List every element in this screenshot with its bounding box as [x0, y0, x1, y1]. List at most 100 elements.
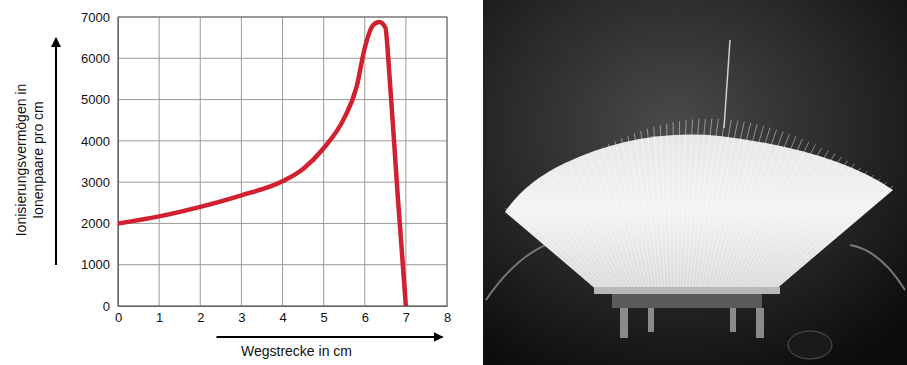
- track-ray: [722, 129, 777, 290]
- y-axis: 0 1000 2000 3000 4000 5000 6000 7000: [81, 10, 118, 314]
- track-ray: [615, 141, 648, 290]
- x-tick-label: 4: [279, 310, 286, 325]
- track-ray: [689, 119, 706, 290]
- photo: [483, 0, 907, 365]
- y-tick-label: 5000: [81, 92, 110, 107]
- y-tick: 1000: [81, 257, 118, 272]
- grid-line-x: [282, 17, 283, 306]
- track-ray: [667, 123, 672, 290]
- track-ray: [647, 129, 662, 290]
- y-axis-title-line: Ionisierungsvermögen in: [13, 84, 29, 237]
- x-tick: 5: [321, 306, 328, 325]
- track-ray: [775, 186, 893, 290]
- grid-line-x: [241, 17, 242, 306]
- chart: 01234567801000200030004000500060007000We…: [13, 10, 451, 359]
- photo-background: [483, 0, 907, 365]
- track-ray: [745, 151, 828, 290]
- track-ray: [707, 122, 745, 290]
- track-ray: [704, 121, 738, 290]
- y-tick-label: 1000: [81, 257, 110, 272]
- y-tick-label: 3000: [81, 175, 110, 190]
- x-tick-label: 7: [403, 310, 410, 325]
- track-ray: [550, 177, 618, 290]
- y-tick: 0: [103, 299, 118, 314]
- track-ray: [748, 154, 835, 290]
- y-tick: 4000: [81, 134, 118, 149]
- x-tick-label: 2: [197, 310, 204, 325]
- grid: [118, 17, 447, 306]
- track-ray: [772, 182, 887, 290]
- x-axis-line: [119, 306, 448, 307]
- y-tick: 5000: [81, 92, 118, 107]
- track-ray: [576, 161, 630, 290]
- grid-line-x: [159, 17, 160, 306]
- track-ray: [628, 136, 654, 290]
- track-rays: [505, 119, 893, 290]
- track-ray: [739, 145, 815, 290]
- x-tick-label: 5: [321, 310, 328, 325]
- chamber-part: [788, 331, 832, 359]
- track-ray: [725, 132, 784, 290]
- y-tick-label: 4000: [81, 134, 110, 149]
- y-tick-label: 7000: [81, 10, 110, 25]
- x-tick: 4: [279, 306, 286, 325]
- grid-line-y: [118, 140, 447, 141]
- holder-leg: [730, 308, 736, 332]
- grid-line-y: [118, 58, 447, 59]
- track-ray: [505, 208, 597, 290]
- grid-line-x: [364, 17, 365, 306]
- track-ray: [524, 195, 606, 290]
- y-axis-line: [118, 18, 119, 307]
- x-axis-arrow: [217, 336, 443, 338]
- track-ray: [766, 175, 874, 290]
- track-ray: [760, 168, 861, 290]
- source-holder: [612, 294, 762, 308]
- track-ray: [769, 179, 880, 290]
- y-tick-label: 0: [103, 299, 110, 314]
- x-tick: 6: [362, 306, 369, 325]
- track-ray: [713, 124, 758, 290]
- x-tick: 7: [403, 306, 410, 325]
- grid-line-y: [118, 264, 447, 265]
- track-ray: [757, 164, 854, 290]
- x-tick-label: 0: [115, 310, 122, 325]
- data-line: [118, 22, 406, 306]
- track-ray: [673, 122, 674, 290]
- y-tick: 7000: [81, 10, 118, 25]
- plot-frame: [118, 17, 447, 306]
- grid-line-x: [323, 17, 324, 306]
- x-tick: 2: [197, 306, 204, 325]
- holder-leg: [756, 308, 764, 338]
- grid-line-y: [118, 99, 447, 100]
- grid-line-x: [405, 17, 406, 306]
- grid-line-x: [200, 17, 201, 306]
- y-tick: 2000: [81, 216, 118, 231]
- y-tick-label: 2000: [81, 216, 110, 231]
- x-tick: 0: [115, 306, 122, 325]
- track-fan: [505, 135, 893, 290]
- holder-leg: [648, 308, 654, 332]
- track-ray: [677, 121, 680, 290]
- x-tick-label: 6: [362, 310, 369, 325]
- y-axis-title-line: Ionenpaare pro cm: [30, 101, 46, 219]
- y-tick: 3000: [81, 175, 118, 190]
- stray-track: [724, 40, 730, 128]
- x-axis: 012345678: [115, 306, 451, 325]
- x-tick-label: 8: [444, 310, 451, 325]
- track-ray: [680, 120, 686, 290]
- y-axis-arrow: [55, 38, 57, 265]
- x-axis-title: Wegstrecke in cm: [241, 343, 352, 359]
- y-tick: 6000: [81, 51, 118, 66]
- plot-marks: [118, 22, 406, 306]
- y-tick-label: 6000: [81, 51, 110, 66]
- canvas: 01234567801000200030004000500060007000We…: [0, 0, 907, 365]
- holder-leg: [620, 308, 628, 338]
- x-tick: 1: [156, 306, 163, 325]
- track-ray: [531, 190, 609, 290]
- x-tick: 8: [444, 306, 451, 325]
- track-ray: [763, 171, 867, 290]
- track-ray: [654, 127, 666, 290]
- source-plate: [594, 287, 780, 294]
- track-ray: [695, 119, 719, 290]
- track-ray: [736, 142, 809, 290]
